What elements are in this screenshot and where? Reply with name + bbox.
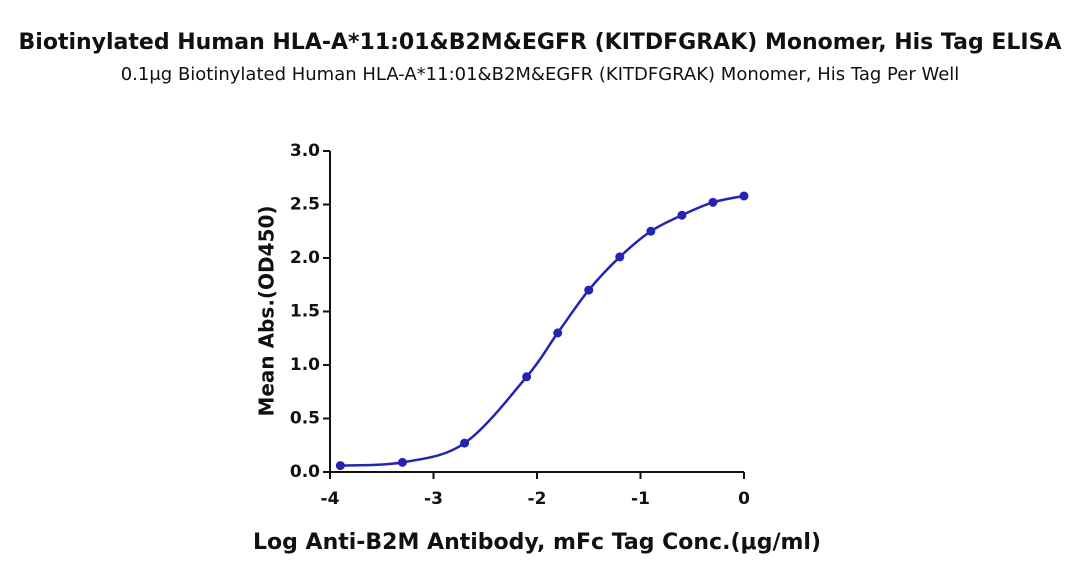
data-point — [584, 285, 594, 295]
x-tick-label: -4 — [321, 489, 340, 509]
y-tick-label: 2.5 — [290, 195, 320, 215]
y-tick-label: 3.0 — [290, 141, 320, 161]
x-tick-label: -1 — [631, 489, 650, 509]
data-point — [460, 438, 470, 448]
data-point — [397, 457, 407, 467]
data-point — [677, 210, 687, 220]
x-tick-label: -3 — [424, 489, 443, 509]
chart-subtitle: 0.1μg Biotinylated Human HLA-A*11:01&B2M… — [121, 64, 960, 85]
data-point — [646, 226, 656, 236]
x-axis-label: Log Anti-B2M Antibody, mFc Tag Conc.(μg/… — [253, 530, 821, 555]
y-tick-label: 0.5 — [290, 409, 320, 429]
data-point — [615, 252, 625, 262]
data-point — [553, 328, 563, 338]
y-axis-label: Mean Abs.(OD450) — [255, 205, 279, 416]
fit-curve — [340, 194, 745, 467]
data-point — [708, 197, 718, 207]
data-point — [335, 461, 345, 471]
y-tick-label: 1.5 — [290, 302, 320, 322]
data-point — [739, 191, 749, 201]
x-tick-label: 0 — [738, 489, 750, 509]
chart-title: Biotinylated Human HLA-A*11:01&B2M&EGFR … — [19, 30, 1062, 55]
y-tick-label: 2.0 — [290, 248, 320, 268]
data-point — [522, 372, 532, 382]
y-tick-label: 0.0 — [290, 462, 320, 482]
y-tick-label: 1.0 — [290, 355, 320, 375]
x-tick-label: -2 — [528, 489, 547, 509]
